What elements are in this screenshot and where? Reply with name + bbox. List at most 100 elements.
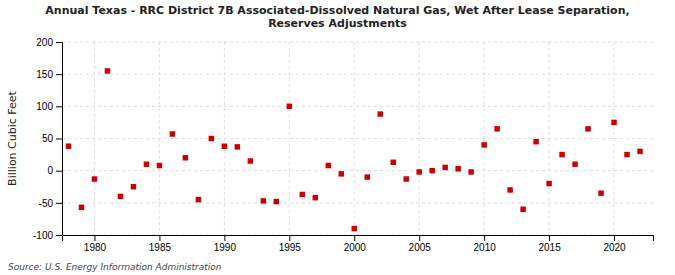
point xyxy=(416,169,421,174)
grid-line-y xyxy=(62,202,653,203)
point xyxy=(79,205,84,210)
point xyxy=(222,143,227,148)
tick-label: 150 xyxy=(36,69,53,80)
grid-line-y xyxy=(62,138,653,139)
tick: 1995 xyxy=(279,235,302,253)
grid-line-y xyxy=(62,106,653,107)
tick: 2000 xyxy=(344,235,367,253)
point xyxy=(585,126,590,131)
grid-line-y xyxy=(62,170,653,171)
point xyxy=(520,207,525,212)
point xyxy=(481,142,486,147)
source: Source: U.S. Energy Information Administ… xyxy=(8,262,222,272)
tick-mark xyxy=(56,42,62,43)
tick: 1985 xyxy=(149,235,172,253)
point xyxy=(235,144,240,149)
point xyxy=(442,165,447,170)
tick-label: 1995 xyxy=(279,242,302,253)
tick: 50 xyxy=(42,133,62,144)
tick-mark xyxy=(224,235,225,241)
point xyxy=(92,176,97,181)
point xyxy=(300,192,305,197)
point xyxy=(196,197,201,202)
grid-line-x xyxy=(289,42,290,235)
tick-label: 1985 xyxy=(149,242,172,253)
point xyxy=(118,194,123,199)
tick-label: 2015 xyxy=(538,242,561,253)
tick: 2015 xyxy=(538,235,561,253)
point xyxy=(66,143,71,148)
point xyxy=(611,120,616,125)
tick-label: 2000 xyxy=(344,242,367,253)
tick-label: 0 xyxy=(47,165,53,176)
point xyxy=(429,168,434,173)
point xyxy=(261,198,266,203)
point xyxy=(572,161,577,166)
tick-mark xyxy=(549,235,550,241)
tick: 2020 xyxy=(603,235,626,253)
point xyxy=(339,171,344,176)
points xyxy=(66,68,643,231)
tick: 200 xyxy=(36,37,62,48)
tick-label: -100 xyxy=(33,230,53,241)
tick-label: 100 xyxy=(36,101,53,112)
point xyxy=(455,166,460,171)
grid-line-x xyxy=(354,42,355,235)
tick-mark xyxy=(56,139,62,140)
tick-label: 50 xyxy=(42,133,54,144)
point xyxy=(131,184,136,189)
tick-mark xyxy=(614,235,615,241)
point xyxy=(559,152,564,157)
point xyxy=(326,163,331,168)
point xyxy=(598,190,603,195)
tick: 1990 xyxy=(214,235,237,253)
point xyxy=(105,68,110,73)
title-line: Reserves Adjustments xyxy=(268,17,407,30)
point xyxy=(546,181,551,186)
tick-label: 1990 xyxy=(214,242,237,253)
point xyxy=(144,161,149,166)
tick-mark xyxy=(94,235,95,241)
point xyxy=(507,187,512,192)
title: Annual Texas - RRC District 7B Associate… xyxy=(45,4,629,30)
y-axis-title: Billion Cubic Feet xyxy=(6,90,19,185)
tick: 2005 xyxy=(409,235,432,253)
title-line: Annual Texas - RRC District 7B Associate… xyxy=(45,4,629,17)
tick-label: 1980 xyxy=(84,242,107,253)
tick-mark xyxy=(56,235,62,236)
tick: -100 xyxy=(33,230,62,241)
grid-line-y xyxy=(62,42,653,43)
point xyxy=(494,126,499,131)
tick: 150 xyxy=(36,69,62,80)
tick: 2010 xyxy=(474,235,497,253)
y-axis: -100-50050100150200 xyxy=(33,37,63,241)
x-axis: 1980 1985 1990 1995 2000 2005 2010 2015 2020 xyxy=(63,235,654,253)
tick-mark xyxy=(56,171,62,172)
point xyxy=(248,158,253,163)
tick-label: 2005 xyxy=(409,242,432,253)
tick: 0 xyxy=(47,165,62,176)
chart: Annual Texas - RRC District 7B Associate… xyxy=(0,0,675,275)
plot: 198019851990199520002005201020152020-100… xyxy=(33,37,654,253)
tick-mark xyxy=(354,235,355,241)
tick-mark xyxy=(419,235,420,241)
point xyxy=(390,160,395,165)
point xyxy=(365,174,370,179)
point xyxy=(403,176,408,181)
point xyxy=(183,155,188,160)
tick-mark xyxy=(56,106,62,107)
axis-line xyxy=(63,236,654,242)
point xyxy=(624,152,629,157)
point xyxy=(313,195,318,200)
point xyxy=(157,163,162,168)
tick-mark xyxy=(56,203,62,204)
tick-mark xyxy=(56,74,62,75)
tick: 1980 xyxy=(84,235,107,253)
point xyxy=(637,149,642,154)
axis-line xyxy=(56,43,63,236)
grid xyxy=(62,42,653,235)
tick-label: 2010 xyxy=(474,242,497,253)
point xyxy=(533,139,538,144)
tick-mark xyxy=(484,235,485,241)
point xyxy=(287,104,292,109)
